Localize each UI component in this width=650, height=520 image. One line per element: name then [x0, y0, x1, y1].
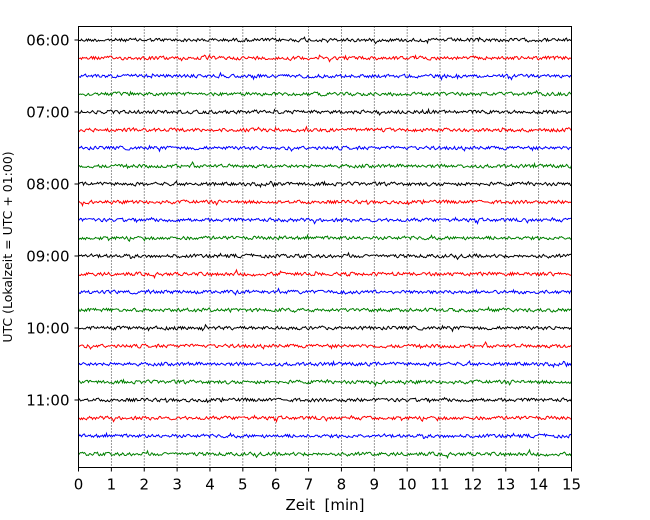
- x-tick-label: 2: [139, 476, 149, 494]
- x-tick-label: 13: [496, 476, 515, 494]
- trace-line: [78, 125, 572, 133]
- y-ticks: 06:00 07:00 08:00 09:00 10:00 11:00: [26, 32, 79, 410]
- plot-frame: [78, 26, 572, 468]
- x-tick-label: 5: [238, 476, 248, 494]
- trace-line: [78, 107, 572, 116]
- x-tick-label: 1: [107, 476, 117, 494]
- x-tick-label: 6: [271, 476, 281, 494]
- trace-line: [78, 251, 572, 261]
- trace-line: [78, 323, 572, 333]
- y-tick-label: 08:00: [26, 176, 69, 194]
- trace-line: [78, 160, 572, 170]
- y-tick-label: 11:00: [26, 392, 69, 410]
- trace-line: [78, 378, 572, 388]
- x-tick-label: 7: [304, 476, 314, 494]
- trace-line: [78, 448, 572, 460]
- y-tick-label: 06:00: [26, 32, 69, 50]
- x-tick-label: 4: [205, 476, 215, 494]
- x-tick-label: 11: [430, 476, 449, 494]
- x-tick-label: 14: [529, 476, 548, 494]
- x-tick-label: 12: [463, 476, 482, 494]
- y-tick-label: 09:00: [26, 248, 69, 266]
- x-tick-label: 10: [398, 476, 417, 494]
- y-tick-label: 10:00: [26, 320, 69, 338]
- x-tick-label: 8: [337, 476, 347, 494]
- trace-line: [78, 36, 572, 45]
- trace-line: [78, 431, 572, 439]
- trace-line: [78, 340, 572, 350]
- trace-line: [78, 414, 572, 424]
- x-tick-label: 0: [74, 476, 84, 494]
- trace-line: [78, 233, 572, 242]
- x-tick-label: 3: [172, 476, 182, 494]
- trace-line: [78, 89, 572, 97]
- trace-lines: [78, 36, 572, 460]
- trace-line: [78, 216, 572, 226]
- x-ticks: 0 1 2 3 4 5 6 7 8 9 10 11 12 13 14 15: [74, 467, 581, 494]
- x-tick-label: 15: [562, 476, 581, 494]
- y-tick-label: 07:00: [26, 104, 69, 122]
- trace-line: [78, 54, 572, 63]
- trace-line: [78, 198, 572, 208]
- trace-line: [78, 396, 572, 404]
- x-axis-label: Zeit [min]: [285, 496, 364, 514]
- trace-line: [78, 305, 572, 314]
- x-tick-label: 9: [370, 476, 380, 494]
- y-axis-label: UTC (Lokalzeit = UTC + 01:00): [0, 151, 15, 342]
- trace-line: [78, 71, 572, 82]
- trace-line: [78, 359, 572, 369]
- trace-line: [78, 287, 572, 296]
- trace-line: [78, 180, 572, 189]
- trace-line: [78, 144, 572, 153]
- trace-line: [78, 268, 572, 280]
